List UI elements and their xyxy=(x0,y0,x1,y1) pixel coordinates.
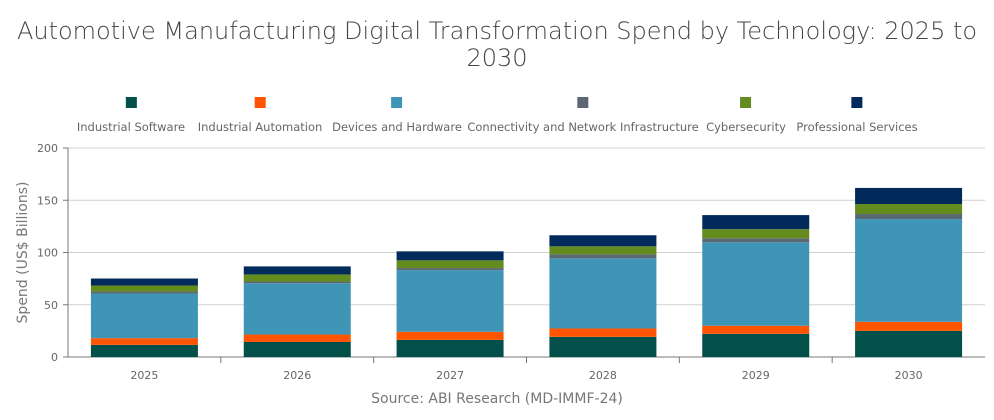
legend-label: Connectivity and Network Infrastructure xyxy=(467,120,699,134)
legend-item[interactable]: Connectivity and Network Infrastructure xyxy=(467,97,699,135)
legend-label: Professional Services xyxy=(796,120,918,134)
bar-segment xyxy=(243,274,351,282)
y-tick-label: 150 xyxy=(37,194,58,207)
bar-segment xyxy=(855,330,963,357)
bar-segment xyxy=(396,260,504,269)
legend-swatch xyxy=(391,97,403,108)
legend-swatch xyxy=(125,97,137,108)
bar-segment xyxy=(396,331,504,340)
bar-segment xyxy=(396,270,504,332)
bar-segment xyxy=(90,291,198,294)
bar-segment xyxy=(243,266,351,275)
y-tick-label: 0 xyxy=(51,351,58,364)
legend-item[interactable]: Industrial Software xyxy=(77,97,185,135)
bar-segment xyxy=(702,229,810,239)
bar-segment xyxy=(243,341,351,357)
bar-segment xyxy=(702,325,810,334)
legend-label: Cybersecurity xyxy=(706,120,786,134)
bar-segment xyxy=(90,344,198,357)
x-tick-label: 2027 xyxy=(436,369,464,382)
x-tick-label: 2030 xyxy=(895,369,923,382)
x-tick-label: 2028 xyxy=(589,369,617,382)
legend-item[interactable]: Professional Services xyxy=(796,97,918,135)
bar-segment xyxy=(855,204,963,215)
bar-segment xyxy=(90,338,198,345)
legend-label: Industrial Automation xyxy=(197,120,323,134)
legend-label: Industrial Software xyxy=(76,120,186,134)
legend-swatch xyxy=(740,97,752,108)
bar-segment xyxy=(396,268,504,271)
bar-segment xyxy=(855,321,963,331)
legend-swatch xyxy=(577,97,589,108)
bar-segment xyxy=(702,215,810,230)
bar-segment xyxy=(702,242,810,326)
bar-segment xyxy=(702,238,810,243)
bar-segment xyxy=(243,281,351,284)
bar-segment xyxy=(549,246,657,255)
bar-segment xyxy=(90,285,198,292)
y-tick-label: 50 xyxy=(44,299,58,312)
bar-segment xyxy=(549,254,657,259)
x-tick-label: 2029 xyxy=(742,369,770,382)
chart-title: Automotive Manufacturing Digital Transfo… xyxy=(16,17,978,72)
bar-segment xyxy=(549,258,657,329)
legend-item[interactable]: Devices and Hardware xyxy=(332,97,462,135)
y-axis-label: Spend (US$ Billions) xyxy=(15,182,31,324)
legend-item[interactable]: Cybersecurity xyxy=(706,97,786,135)
source-note: Source: ABI Research (MD-IMMF-24) xyxy=(371,391,623,407)
bar-segment xyxy=(90,293,198,339)
bar-segment xyxy=(243,334,351,342)
bar-segment xyxy=(549,235,657,247)
bar-segment xyxy=(396,251,504,261)
bar-segment xyxy=(702,333,810,357)
bar-segment xyxy=(396,339,504,357)
bar-segment xyxy=(855,187,963,205)
bar-segment xyxy=(855,214,963,220)
legend-label: Devices and Hardware xyxy=(332,120,462,134)
bar-segment xyxy=(90,278,198,286)
legend-swatch xyxy=(851,97,863,108)
legend-item[interactable]: Industrial Automation xyxy=(197,97,323,135)
bar-segment xyxy=(855,219,963,322)
bar-segment xyxy=(549,336,657,357)
y-tick-label: 100 xyxy=(37,247,58,260)
x-tick-label: 2025 xyxy=(130,369,158,382)
y-tick-label: 200 xyxy=(37,142,58,155)
x-tick-label: 2026 xyxy=(283,369,311,382)
bar-segment xyxy=(243,283,351,335)
legend-swatch xyxy=(254,97,266,108)
bar-segment xyxy=(549,328,657,337)
